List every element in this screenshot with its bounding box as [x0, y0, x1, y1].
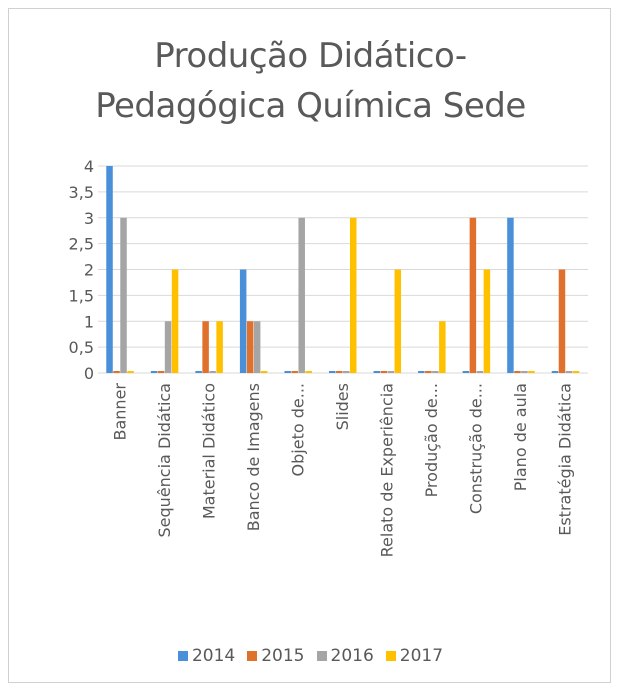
bar-2017-5 [350, 217, 357, 373]
bar-2014-8 [462, 371, 470, 373]
bar-2016-4 [298, 217, 305, 373]
legend-swatch [247, 651, 258, 661]
bar-2017-4 [305, 371, 312, 373]
bar-2015-2 [202, 321, 209, 373]
legend-label: 2016 [330, 646, 374, 666]
category-label: Sequência Didática [155, 383, 174, 537]
bar-2015-0 [113, 371, 120, 373]
y-tick-label: 0 [84, 364, 94, 383]
y-tick-label: 2,5 [69, 235, 94, 254]
bar-2015-5 [336, 371, 343, 373]
bar-2017-0 [127, 371, 134, 373]
category-label: Banner [110, 383, 129, 441]
bar-2017-8 [483, 269, 491, 373]
bar-2014-2 [195, 371, 202, 373]
bar-2016-2 [209, 371, 216, 373]
bar-2016-9 [521, 371, 528, 373]
category-label: Objeto de... [288, 383, 307, 476]
category-label: Construção de... [467, 383, 486, 514]
y-tick-label: 4 [84, 157, 94, 176]
chart-title-line1: Produção Didático- [154, 36, 467, 76]
y-tick-label: 0,5 [69, 338, 94, 357]
legend-label: 2015 [261, 646, 305, 666]
bar-2016-0 [120, 217, 127, 373]
bar-2017-1 [171, 269, 179, 373]
y-tick-label: 1,5 [69, 286, 94, 305]
bar-2014-10 [551, 371, 559, 373]
bar-2016-10 [565, 371, 573, 373]
legend-item-2014: 2014 [177, 646, 236, 666]
bar-2016-7 [432, 371, 439, 373]
bar-2015-1 [157, 371, 165, 373]
bar-2015-4 [291, 371, 298, 373]
bar-2015-9 [514, 371, 521, 373]
bar-2015-6 [380, 371, 388, 373]
chart-title-line2: Pedagógica Química Sede [95, 86, 526, 126]
bar-2015-7 [425, 371, 432, 373]
bar-2014-7 [418, 371, 425, 373]
bar-2014-9 [507, 217, 514, 373]
category-label: Slides [333, 383, 352, 430]
legend-label: 2017 [399, 646, 444, 666]
category-label: Relato de Experiência [378, 383, 397, 557]
bar-2014-4 [284, 371, 291, 373]
bar-2016-5 [343, 371, 350, 373]
bar-2017-3 [260, 371, 268, 373]
bar-2014-0 [106, 166, 113, 373]
bar-2017-9 [528, 371, 535, 373]
y-tick-label: 2 [84, 261, 94, 280]
bar-2016-3 [253, 321, 261, 373]
y-tick-label: 1 [84, 312, 94, 331]
bar-2016-6 [387, 371, 395, 373]
legend-item-2016: 2016 [316, 646, 374, 666]
legend-item-2015: 2015 [247, 646, 305, 666]
legend-swatch [385, 651, 396, 661]
category-label: Plano de aula [511, 383, 530, 491]
legend-item-2017: 2017 [385, 646, 444, 666]
bar-2015-3 [246, 321, 254, 373]
bar-2017-2 [216, 321, 223, 373]
category-label: Banco de Imagens [244, 383, 263, 531]
bar-2014-3 [239, 269, 247, 373]
bar-2016-8 [476, 371, 484, 373]
bar-2015-8 [469, 217, 477, 373]
legend-swatch [316, 651, 327, 661]
bar-2014-1 [150, 371, 158, 373]
y-tick-label: 3 [84, 209, 94, 228]
category-label: Estratégia Didática [556, 383, 575, 536]
legend-swatch [177, 651, 188, 661]
bar-2016-1 [164, 321, 172, 373]
category-label: Produção de... [422, 383, 441, 497]
bar-2017-7 [439, 321, 446, 373]
bar-2014-6 [373, 371, 381, 373]
bar-2014-5 [329, 371, 336, 373]
bar-2017-6 [394, 269, 402, 373]
legend-label: 2014 [191, 646, 236, 666]
y-tick-label: 3,5 [69, 183, 94, 202]
bar-2015-10 [558, 269, 566, 373]
category-label: Material Didático [199, 383, 218, 519]
bar-2017-10 [572, 371, 580, 373]
chart-legend: 2014 2015 2016 2017 [0, 646, 621, 666]
